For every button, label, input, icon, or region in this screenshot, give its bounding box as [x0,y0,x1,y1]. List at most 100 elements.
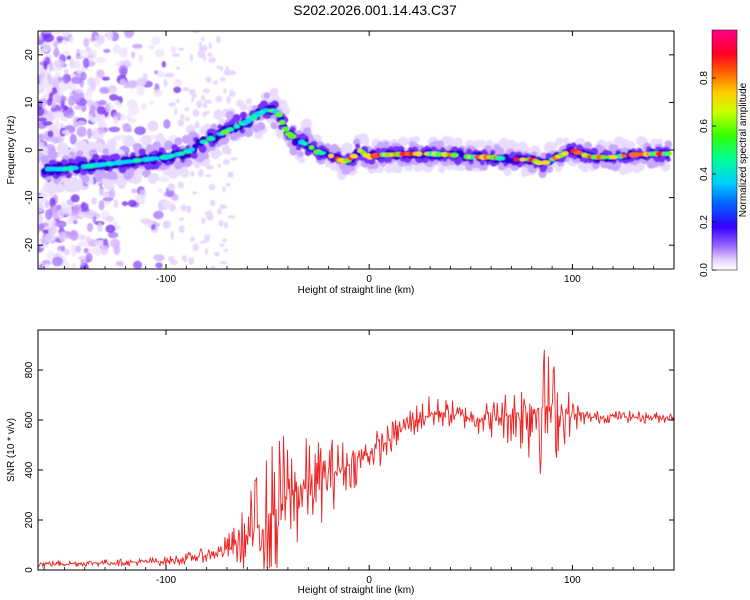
ridge-core [620,154,628,158]
ridge-halo [263,92,271,99]
noise-blob [113,100,121,106]
noise-blob [90,81,96,92]
ridge-core [69,165,79,170]
ridge-core [308,145,315,150]
ridge-core [632,152,641,158]
noise-blob [83,248,89,254]
noise-blob [53,59,65,68]
y-tick-label: 10 [24,96,35,108]
noise-blob [131,188,138,194]
noise-blob [49,197,56,208]
ridge-halo [174,137,183,146]
colorbar-gradient [712,30,737,270]
noise-blob [173,78,183,87]
ridge-core [233,124,240,129]
ridge-halo [256,121,266,131]
noise-blob [61,129,70,135]
ridge-halo [65,172,72,179]
noise-blob [223,88,227,94]
noise-blob [168,102,177,107]
noise-blob [63,50,70,57]
y-tick-label: 800 [24,361,35,378]
noise-blob [208,56,217,64]
colorbar-tick-label: 0.2 [699,215,710,229]
ridge-core [177,151,186,156]
ridge-halo [634,161,645,172]
noise-blob [45,86,53,94]
colorbar-tick-label: 0.4 [699,167,710,181]
noise-blob [119,78,127,86]
noise-blob [132,43,143,49]
ridge-halo [361,138,370,146]
x-tick-label: 100 [564,575,581,586]
noise-blob [205,110,211,115]
noise-blob [174,107,178,116]
ridge-halo [111,173,118,180]
ridge-core [666,151,673,156]
noise-blob [56,35,64,42]
noise-blob [101,76,110,81]
noise-blob [173,86,182,94]
noise-blob [73,220,78,225]
noise-blob [181,255,187,261]
noise-blob [67,85,79,90]
snr-y-axis-label: SNR (10 * v/v) [6,418,17,482]
ridge-halo [47,149,58,160]
noise-blob [216,65,221,69]
noise-blob [109,94,119,101]
ridge-halo [297,150,304,158]
ridge-halo [269,87,279,98]
ridge-halo [106,138,118,149]
ridge-halo [232,114,241,122]
noise-blob [192,109,200,117]
noise-blob [61,260,70,269]
ridge-halo [157,161,162,167]
x-tick-label: 0 [366,274,372,285]
noise-blob [112,43,121,54]
noise-blob [192,31,199,34]
noise-blob [133,260,142,269]
noise-blob [197,50,205,59]
noise-blob [40,82,50,87]
ridge-halo [190,151,198,160]
noise-blob [61,31,71,38]
noise-blob [53,47,60,58]
noise-blob [219,65,224,72]
noise-blob [84,210,95,219]
colorbar-tick-label: 0.8 [699,71,710,85]
ridge-halo [144,169,151,176]
ridge-halo [210,148,221,159]
noise-blob [53,31,62,35]
noise-blob [47,77,60,86]
noise-blob [82,57,90,69]
noise-blob [66,55,72,60]
noise-blob [42,33,55,43]
noise-blob [196,100,203,109]
snr-background [38,330,674,570]
spectrogram-content [38,31,673,269]
x-tick-label: 100 [564,274,581,285]
noise-blob [162,220,171,229]
snr-series-line [38,349,674,569]
noise-blob [54,221,66,227]
ridge-halo [300,118,313,130]
noise-blob [94,35,100,40]
noise-blob [127,80,138,89]
noise-blob [87,53,95,59]
ridge-halo [382,140,390,149]
noise-blob [227,171,234,178]
ridge-core [262,108,270,113]
noise-blob [184,107,190,112]
noise-blob [217,208,223,215]
noise-blob [95,56,107,64]
noise-blob [177,47,184,51]
ridge-core [275,112,283,118]
ridge-core [279,119,286,125]
noise-blob [154,49,165,58]
noise-blob [189,53,194,62]
ridge-core [519,157,527,162]
noise-blob [80,258,85,266]
noise-blob [74,55,85,60]
noise-blob [210,265,216,269]
ridge-halo [454,137,463,146]
